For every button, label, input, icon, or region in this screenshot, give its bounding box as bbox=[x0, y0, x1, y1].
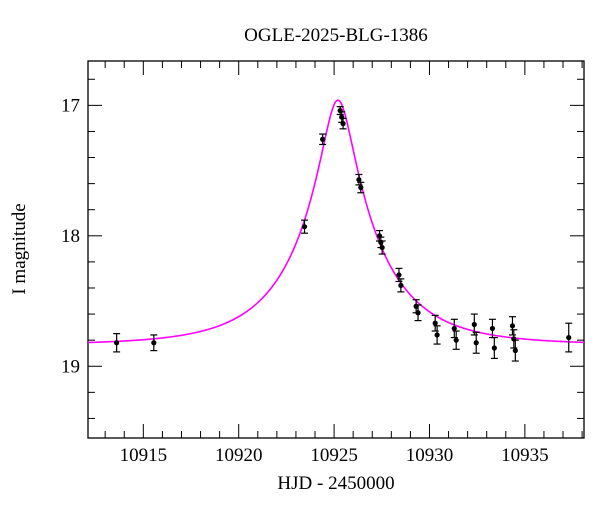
data-point-marker bbox=[151, 340, 157, 346]
y-axis-label: I magnitude bbox=[9, 203, 30, 294]
data-point-marker bbox=[432, 320, 438, 326]
data-point-marker bbox=[340, 121, 346, 127]
data-point-marker bbox=[396, 272, 402, 278]
x-tick-label: 10920 bbox=[215, 445, 263, 466]
y-tick-label: 18 bbox=[61, 226, 80, 247]
data-point-marker bbox=[379, 244, 385, 251]
x-tick-label: 10930 bbox=[406, 445, 454, 466]
y-tick-label: 19 bbox=[61, 356, 80, 377]
y-tick-label: 17 bbox=[61, 95, 80, 116]
model-curve bbox=[87, 99, 585, 344]
x-tick-label: 10925 bbox=[310, 445, 358, 466]
x-axis-label: HJD - 2450000 bbox=[277, 473, 394, 494]
data-point-marker bbox=[489, 325, 496, 332]
data-point-marker bbox=[398, 282, 404, 288]
x-tick-label: 10915 bbox=[120, 445, 168, 466]
chart-title: OGLE-2025-BLG-1386 bbox=[244, 25, 428, 46]
data-point-marker bbox=[471, 321, 477, 328]
data-point-marker bbox=[453, 337, 459, 343]
plot-frame bbox=[87, 60, 585, 439]
data-point-marker bbox=[415, 310, 421, 316]
x-tick-label: 10935 bbox=[501, 445, 549, 466]
data-point-marker bbox=[451, 325, 457, 332]
plot-content: 10915 10920 10925 10930 10935 17 18 19 bbox=[61, 60, 585, 466]
data-point-marker bbox=[320, 136, 326, 142]
data-point-marker bbox=[566, 334, 572, 341]
data-point-marker bbox=[491, 345, 497, 351]
data-point-marker bbox=[358, 184, 364, 191]
data-point-marker bbox=[434, 332, 440, 338]
data-point-marker bbox=[356, 177, 362, 183]
data-point-marker bbox=[473, 340, 479, 346]
data-point-marker bbox=[512, 347, 518, 354]
data-point-marker bbox=[509, 323, 516, 329]
data-point-marker bbox=[114, 340, 120, 346]
data-point-marker bbox=[301, 224, 308, 230]
